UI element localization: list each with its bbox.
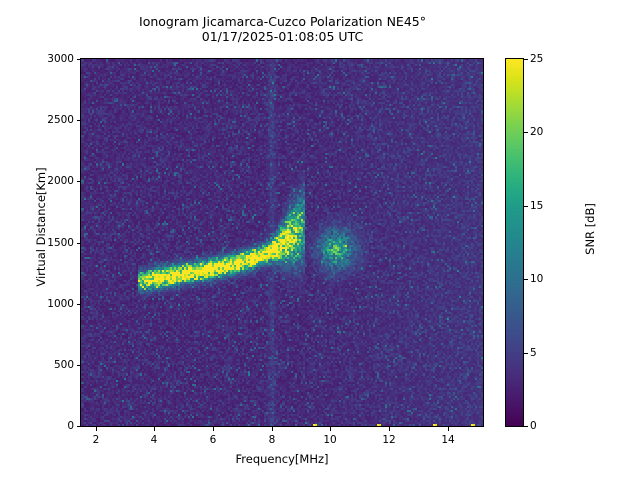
colorbar-tick-mark <box>524 132 528 133</box>
y-tick-label: 2000 <box>47 175 74 187</box>
y-tick-mark <box>76 365 80 366</box>
y-tick-label: 1000 <box>47 298 74 310</box>
y-tick-label: 0 <box>67 420 74 432</box>
colorbar-tick-label: 20 <box>530 126 544 138</box>
colorbar-tick-mark <box>524 206 528 207</box>
colorbar-tick-mark <box>524 279 528 280</box>
y-tick-label: 2500 <box>47 114 74 126</box>
colorbar-label: SNR [dB] <box>583 203 597 255</box>
colorbar-tick-label: 10 <box>530 273 544 285</box>
x-tick-mark <box>272 427 273 431</box>
colorbar-tick-label: 0 <box>530 420 537 432</box>
y-tick-mark <box>76 426 80 427</box>
x-axis-label: Frequency[MHz] <box>235 452 329 466</box>
x-tick-label: 10 <box>323 434 337 446</box>
colorbar <box>505 58 524 427</box>
x-tick-label: 6 <box>209 434 217 446</box>
x-tick-label: 12 <box>382 434 396 446</box>
y-tick-mark <box>76 243 80 244</box>
x-tick-mark <box>389 427 390 431</box>
y-axis-label: Virtual Distance[Km] <box>34 167 48 287</box>
y-tick-label: 3000 <box>47 53 74 65</box>
x-tick-mark <box>96 427 97 431</box>
x-tick-mark <box>330 427 331 431</box>
colorbar-tick-label: 25 <box>530 53 544 65</box>
colorbar-tick-mark <box>524 59 528 60</box>
x-tick-mark <box>448 427 449 431</box>
x-tick-mark <box>154 427 155 431</box>
y-tick-mark <box>76 59 80 60</box>
x-tick-label: 4 <box>150 434 158 446</box>
y-tick-mark <box>76 181 80 182</box>
x-tick-label: 14 <box>441 434 455 446</box>
colorbar-tick-mark <box>524 353 528 354</box>
colorbar-gradient <box>506 59 523 426</box>
colorbar-tick-label: 15 <box>530 200 544 212</box>
y-tick-label: 1500 <box>47 237 74 249</box>
ionogram-heatmap <box>81 59 483 426</box>
plot-title: Ionogram Jicamarca-Cuzco Polarization NE… <box>139 14 426 44</box>
x-tick-label: 2 <box>92 434 100 446</box>
y-tick-mark <box>76 120 80 121</box>
y-tick-mark <box>76 304 80 305</box>
colorbar-tick-label: 5 <box>530 347 537 359</box>
x-tick-label: 8 <box>268 434 276 446</box>
y-tick-label: 500 <box>53 359 74 371</box>
x-tick-mark <box>213 427 214 431</box>
colorbar-tick-mark <box>524 426 528 427</box>
ionogram-axes <box>80 58 484 427</box>
